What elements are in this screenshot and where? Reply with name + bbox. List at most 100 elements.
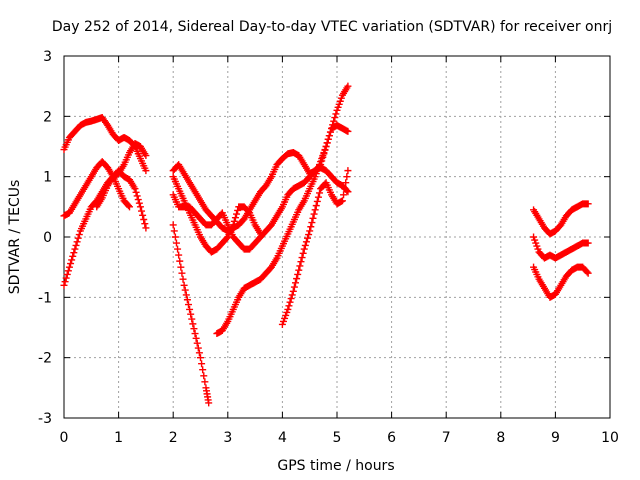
data-point [190, 325, 198, 333]
data-point [332, 110, 340, 118]
data-point [284, 305, 292, 313]
data-point [126, 203, 134, 211]
data-point [193, 339, 201, 347]
data-point [305, 231, 313, 239]
data-point [312, 202, 320, 210]
data-point [183, 296, 191, 304]
x-tick-label: 4 [278, 430, 287, 446]
data-point [70, 249, 78, 257]
x-tick-label: 5 [333, 430, 342, 446]
data-point [342, 179, 350, 187]
data-point [300, 245, 308, 253]
data-point [234, 206, 242, 214]
series-track-9 [213, 82, 352, 338]
data-point [233, 210, 241, 218]
x-tick-label: 8 [496, 430, 505, 446]
data-point [286, 298, 294, 306]
data-point [290, 283, 298, 291]
data-point [310, 210, 318, 218]
data-point [140, 216, 148, 224]
data-point [313, 197, 321, 205]
y-tick-label: 1 [43, 170, 52, 186]
data-point [331, 114, 339, 122]
data-point [181, 286, 189, 294]
data-point [64, 267, 72, 275]
data-point [62, 274, 70, 282]
data-point [177, 263, 185, 271]
data-point [142, 167, 150, 175]
data-point [124, 202, 132, 210]
axis-ticks [63, 55, 611, 419]
data-point [328, 124, 336, 132]
x-tick-label: 9 [551, 430, 560, 446]
data-point [65, 263, 73, 271]
data-point [296, 262, 304, 270]
data-points [60, 82, 592, 407]
data-point [60, 281, 68, 289]
data-point [341, 185, 349, 193]
y-axis-label: SDTVAR / TECUs [7, 180, 23, 295]
y-tick-label: -1 [38, 290, 52, 306]
data-point [583, 268, 591, 276]
data-point [175, 251, 183, 259]
x-axis-label: GPS time / hours [277, 458, 394, 474]
data-point [188, 315, 196, 323]
data-point [231, 214, 239, 222]
data-point [322, 143, 330, 150]
data-point [340, 191, 348, 199]
data-point [171, 233, 179, 241]
series-track-4 [93, 139, 150, 211]
data-point [584, 200, 592, 208]
data-point [61, 278, 69, 286]
data-point [141, 220, 149, 228]
data-point [304, 234, 312, 242]
data-point [71, 245, 79, 253]
data-point [131, 185, 139, 193]
x-tick-label: 2 [169, 430, 178, 446]
data-point [205, 399, 213, 407]
data-point [191, 330, 199, 338]
data-point [302, 238, 310, 246]
data-point [135, 199, 143, 207]
data-point [584, 239, 592, 247]
series-track-2 [60, 158, 134, 220]
data-point [288, 291, 296, 299]
series-track-12 [530, 233, 592, 262]
data-point [584, 269, 592, 277]
data-point [344, 127, 352, 135]
data-point [200, 372, 208, 380]
data-point [201, 378, 209, 386]
data-point [299, 249, 307, 257]
data-point [74, 234, 82, 242]
series-track-5 [169, 221, 213, 407]
data-point [314, 193, 322, 201]
y-tick-label: 2 [43, 109, 52, 125]
data-point [136, 203, 144, 211]
data-point [245, 208, 253, 216]
chart-title: Day 252 of 2014, Sidereal Day-to-day VTE… [52, 19, 612, 35]
data-point [69, 252, 77, 260]
data-point [293, 275, 301, 283]
data-point [180, 281, 188, 289]
data-point [289, 287, 297, 295]
series-track-13 [530, 263, 592, 301]
data-point [67, 260, 75, 268]
data-point [178, 269, 186, 277]
data-point [72, 241, 80, 249]
grid-lines [64, 56, 610, 418]
data-point [132, 188, 140, 196]
data-point [307, 223, 315, 231]
data-point [308, 219, 316, 227]
y-tick-label: -3 [38, 411, 52, 427]
data-point [199, 366, 207, 374]
data-point [326, 128, 334, 136]
data-point [134, 196, 142, 204]
data-point [292, 279, 300, 287]
data-point [343, 173, 351, 181]
data-point [198, 360, 206, 368]
series-track-7 [169, 173, 265, 256]
data-point [287, 295, 295, 303]
data-point [194, 344, 202, 352]
data-point [306, 227, 314, 235]
